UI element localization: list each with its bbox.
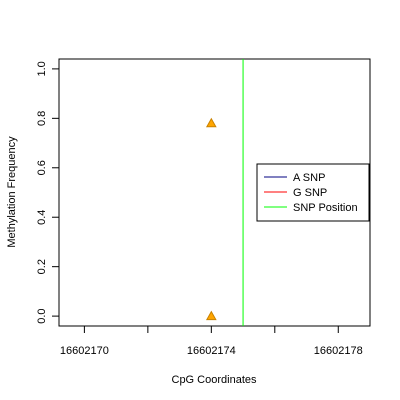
- x-tick-label: 16602174: [187, 345, 236, 357]
- x-axis: 16602170 16602174 16602178: [60, 326, 363, 357]
- data-marks: [205, 59, 244, 326]
- x-tick-label: 16602170: [60, 345, 109, 357]
- y-tick-label: 0.4: [36, 210, 48, 225]
- data-point: [205, 117, 217, 128]
- legend-label: G SNP: [293, 187, 327, 199]
- legend-label: A SNP: [293, 172, 325, 184]
- x-axis-title: CpG Coordinates: [172, 374, 257, 386]
- y-tick-label: 0.6: [36, 160, 48, 175]
- y-axis-title: Methylation Frequency: [6, 136, 18, 248]
- y-tick-label: 1.0: [36, 61, 48, 76]
- y-tick-label: 0.8: [36, 111, 48, 126]
- legend-label: SNP Position: [293, 202, 358, 214]
- plot-frame: [58, 58, 371, 327]
- y-tick-label: 0.2: [36, 259, 48, 274]
- x-tick-label: 16602178: [314, 345, 363, 357]
- y-tick-label: 0.0: [36, 308, 48, 323]
- legend: A SNP G SNP SNP Position: [256, 163, 370, 222]
- data-point: [205, 310, 217, 321]
- y-axis: 0.0 0.2 0.4 0.6 0.8 1.0: [36, 61, 59, 324]
